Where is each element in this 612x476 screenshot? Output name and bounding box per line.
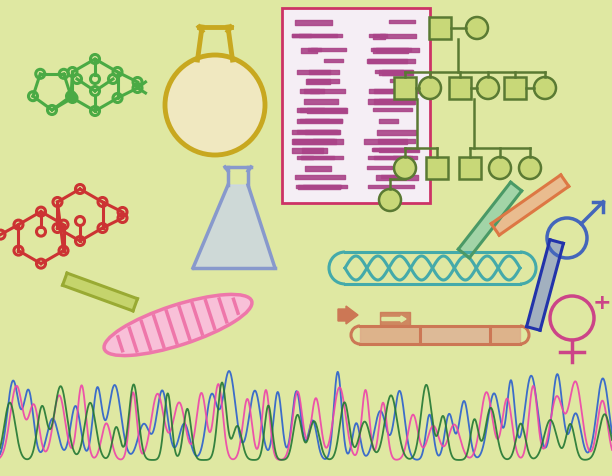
- Circle shape: [519, 157, 541, 179]
- Bar: [426, 157, 448, 179]
- Circle shape: [534, 77, 556, 99]
- Circle shape: [394, 157, 416, 179]
- FancyArrow shape: [338, 306, 358, 324]
- Polygon shape: [458, 182, 521, 258]
- Bar: [459, 157, 481, 179]
- Bar: [282, 8, 430, 203]
- Text: +: +: [592, 293, 611, 313]
- Bar: [449, 77, 471, 99]
- Bar: [504, 77, 526, 99]
- Circle shape: [379, 189, 401, 211]
- Ellipse shape: [104, 295, 252, 356]
- Circle shape: [466, 17, 488, 39]
- Circle shape: [165, 55, 265, 155]
- Polygon shape: [62, 273, 138, 311]
- Circle shape: [477, 77, 499, 99]
- Circle shape: [489, 157, 511, 179]
- FancyArrow shape: [382, 316, 406, 322]
- Polygon shape: [491, 175, 569, 235]
- Polygon shape: [526, 240, 564, 330]
- Circle shape: [419, 77, 441, 99]
- Bar: [394, 77, 416, 99]
- Polygon shape: [193, 185, 275, 268]
- Bar: [429, 17, 451, 39]
